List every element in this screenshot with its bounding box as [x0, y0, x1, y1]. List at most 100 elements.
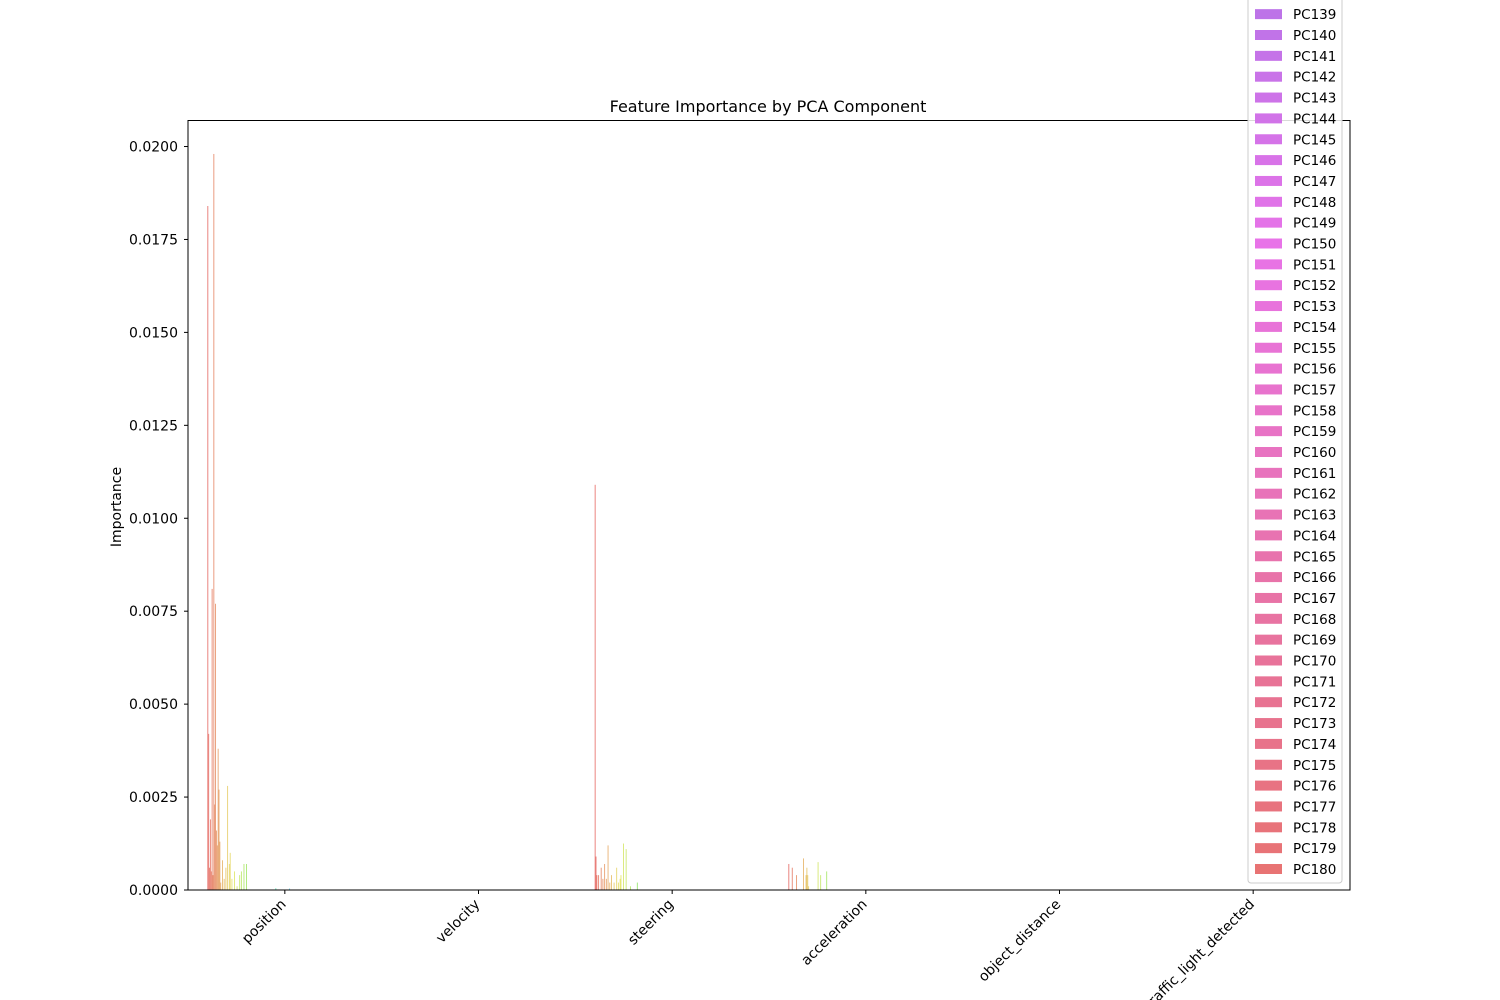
legend-label: PC145 — [1293, 132, 1336, 148]
legend-label: PC155 — [1293, 341, 1336, 357]
legend-label: PC158 — [1293, 403, 1336, 419]
bar-steering-pc30 — [619, 878, 621, 890]
legend-label: PC165 — [1293, 549, 1336, 565]
legend-label: PC152 — [1293, 278, 1336, 294]
legend-label: PC178 — [1293, 820, 1336, 836]
x-tick-label-steering: steering — [625, 897, 677, 949]
x-axis-ticks: position velocity steering acceleration obje… — [239, 890, 1258, 1000]
y-axis-label: Importance — [109, 467, 125, 547]
legend-label: PC166 — [1293, 570, 1336, 586]
legend-swatch — [1255, 488, 1282, 499]
legend-label: PC150 — [1293, 237, 1336, 253]
bar-position-pc8 — [213, 153, 215, 890]
legend-label: PC144 — [1293, 111, 1336, 127]
bar-acceleration-pc38 — [820, 875, 822, 890]
legend-swatch — [1255, 572, 1282, 583]
bar-position-pc5 — [210, 871, 212, 890]
bar-position-pc24 — [227, 785, 229, 890]
bar-steering-pc12 — [604, 863, 606, 890]
legend-swatch — [1255, 843, 1282, 854]
legend-swatch — [1255, 634, 1282, 645]
bar-position-pc4 — [209, 819, 211, 890]
bar-acceleration-pc10 — [796, 875, 798, 890]
bar-steering-pc2 — [595, 856, 597, 890]
legend-swatch — [1255, 301, 1282, 312]
legend-label: PC162 — [1293, 487, 1336, 503]
bar-steering-pc8 — [600, 867, 602, 890]
bar-steering-pc18 — [609, 882, 611, 890]
legend-label: PC142 — [1293, 70, 1336, 86]
bar-steering-pc37 — [625, 849, 627, 890]
legend-label: PC148 — [1293, 195, 1336, 211]
legend-swatch — [1255, 551, 1282, 562]
legend-label: PC175 — [1293, 758, 1336, 774]
bar-steering-pc31 — [620, 875, 622, 890]
legend-swatch — [1255, 71, 1282, 82]
legend-swatch — [1255, 217, 1282, 228]
legend-label: PC167 — [1293, 591, 1336, 607]
legend-label: PC168 — [1293, 612, 1336, 628]
bar-position-pc18 — [222, 860, 223, 890]
y-tick-label: 0.0000 — [129, 883, 178, 899]
bar-acceleration-pc45 — [826, 871, 828, 890]
bar-position-pc9 — [214, 804, 216, 890]
x-tick-label-object_distance: object_distance — [976, 897, 1065, 986]
legend-label: PC140 — [1293, 28, 1336, 44]
legend-label: PC151 — [1293, 257, 1336, 273]
legend-label: PC159 — [1293, 424, 1336, 440]
chart-title: Feature Importance by PCA Component — [610, 97, 927, 116]
legend-swatch — [1255, 9, 1282, 20]
legend-swatch — [1255, 134, 1282, 145]
bar-steering-pc42 — [629, 886, 631, 890]
bar-position-pc96 — [289, 888, 291, 890]
legend-swatch — [1255, 175, 1282, 186]
bar-position-pc29 — [231, 878, 233, 890]
y-tick-label: 0.0050 — [129, 697, 178, 713]
bar-steering-pc5 — [598, 875, 600, 890]
bar-acceleration-pc23 — [807, 875, 809, 890]
y-tick-label: 0.0025 — [129, 790, 178, 806]
legend-swatch — [1255, 613, 1282, 624]
bar-steering-pc50 — [636, 882, 638, 890]
bar-steering-pc16 — [607, 845, 609, 890]
legend-label: PC153 — [1293, 299, 1336, 315]
legend-swatch — [1255, 697, 1282, 708]
bar-steering-pc3 — [596, 875, 598, 890]
x-tick-label-position: position — [239, 897, 290, 948]
bar-position-pc7 — [212, 875, 214, 890]
bar-position-pc80 — [275, 888, 277, 890]
bar-steering-pc26 — [616, 867, 618, 890]
bar-acceleration-pc35 — [817, 862, 819, 890]
bar-acceleration-pc21 — [805, 875, 807, 890]
bar-position-pc22 — [225, 867, 227, 890]
legend-swatch — [1255, 822, 1282, 833]
legend-label: PC154 — [1293, 320, 1336, 336]
legend-swatch — [1255, 530, 1282, 541]
legend-label: PC149 — [1293, 216, 1336, 232]
legend-label: PC171 — [1293, 674, 1336, 690]
legend-swatch — [1255, 384, 1282, 395]
bar-acceleration-pc24 — [808, 886, 810, 890]
legend-label: PC164 — [1293, 528, 1336, 544]
bar-position-pc13 — [217, 748, 219, 890]
legend-swatch — [1255, 196, 1282, 207]
legend-label: PC179 — [1293, 841, 1336, 857]
legend-label: PC157 — [1293, 382, 1336, 398]
legend-swatch — [1255, 259, 1282, 270]
bar-position-pc35 — [236, 886, 238, 890]
bar-position-pc3 — [209, 867, 210, 890]
legend-swatch — [1255, 363, 1282, 374]
bar-steering-pc20 — [611, 875, 612, 890]
bar-position-pc43 — [243, 863, 245, 890]
y-tick-label: 0.0175 — [129, 232, 178, 248]
legend-label: PC163 — [1293, 508, 1336, 524]
legend-label: PC176 — [1293, 779, 1336, 795]
bar-position-pc11 — [215, 830, 217, 890]
legend-swatch — [1255, 238, 1282, 249]
legend-label: PC161 — [1293, 466, 1336, 482]
legend-swatch — [1255, 509, 1282, 520]
legend-label: PC160 — [1293, 445, 1336, 461]
legend-label: PC141 — [1293, 49, 1336, 65]
legend-label: PC139 — [1293, 7, 1336, 23]
